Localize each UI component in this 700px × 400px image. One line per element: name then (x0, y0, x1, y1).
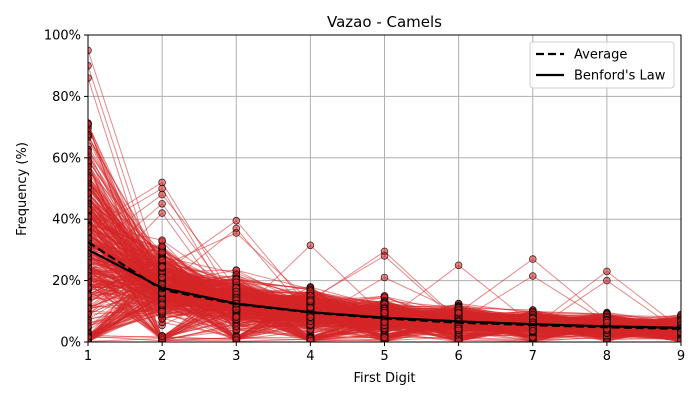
y-tick-label: 40% (52, 213, 81, 228)
x-tick-label: 5 (380, 349, 388, 364)
x-tick-label: 4 (306, 349, 314, 364)
station-point (158, 300, 166, 309)
station-point (88, 189, 92, 198)
x-tick-label: 9 (677, 349, 685, 364)
x-tick-label: 7 (529, 349, 537, 364)
station-point (603, 267, 611, 276)
station-point (380, 333, 389, 342)
station-point (158, 332, 166, 340)
station-point (88, 338, 92, 342)
station-point (88, 46, 92, 55)
x-tick-label: 2 (158, 349, 166, 364)
station-point (88, 61, 92, 70)
station-point (232, 229, 241, 237)
station-point (88, 157, 92, 165)
station-point (380, 273, 389, 282)
station-point (232, 322, 241, 331)
station-point (88, 206, 92, 214)
station-point (88, 174, 92, 182)
station-point (306, 337, 315, 342)
station-point (306, 241, 315, 250)
station-point (88, 290, 92, 299)
x-tick-label: 3 (232, 349, 240, 364)
y-tick-label: 60% (52, 151, 81, 166)
x-tick-label: 8 (603, 349, 611, 364)
station-point (158, 263, 166, 271)
station-point (158, 248, 166, 257)
station-point (88, 120, 92, 128)
y-axis-title: Frequency (%) (15, 142, 30, 236)
chart-title: Vazao - Camels (327, 13, 442, 31)
station-point (232, 287, 241, 296)
station-point (88, 147, 92, 156)
station-point (380, 308, 389, 317)
x-tick-label: 1 (84, 349, 92, 364)
station-point (88, 258, 92, 267)
station-point (158, 273, 166, 282)
station-point (88, 223, 92, 231)
station-point (158, 307, 166, 316)
y-tick-label: 0% (60, 336, 81, 351)
station-point (88, 131, 92, 139)
plot-area (88, 35, 681, 342)
y-tick-label: 80% (52, 90, 81, 105)
station-point (603, 276, 611, 285)
y-axis: 0% 20% 40% 60% 80% 100% (44, 29, 88, 351)
station-point (88, 322, 92, 330)
station-point (88, 212, 92, 221)
series-line-benford-s-law (88, 248, 681, 329)
station-point (454, 308, 463, 317)
station-point (88, 283, 92, 292)
station-point (454, 324, 463, 333)
station-point (528, 272, 537, 280)
legend-label: Benford's Law (574, 69, 666, 84)
station-point (158, 200, 166, 208)
legend: Average Benford's Law (529, 41, 675, 89)
x-axis: 1 2 3 4 5 6 7 8 9 (84, 342, 685, 364)
station-point (306, 297, 315, 306)
station-point (454, 261, 463, 270)
station-point (88, 304, 92, 313)
station-point (88, 310, 92, 319)
station-point (528, 255, 537, 263)
station-point (380, 252, 389, 260)
station-point (454, 337, 463, 342)
y-tick-label: 20% (52, 274, 81, 289)
station-point (88, 162, 92, 171)
station-point (380, 318, 389, 327)
station-point (603, 318, 611, 327)
station-point (232, 313, 241, 322)
x-tick-label: 6 (454, 349, 462, 364)
station-point (232, 336, 241, 342)
station-point (88, 74, 92, 82)
station-point (88, 298, 92, 307)
station-point (158, 209, 166, 217)
station-point (306, 313, 315, 321)
legend-box (529, 41, 675, 89)
station-point (232, 216, 241, 225)
station-point (88, 271, 92, 280)
legend-label: Average (574, 48, 627, 63)
x-axis-title: First Digit (353, 371, 415, 386)
station-point (528, 326, 537, 335)
y-tick-label: 100% (44, 29, 81, 44)
station-point (158, 190, 166, 199)
